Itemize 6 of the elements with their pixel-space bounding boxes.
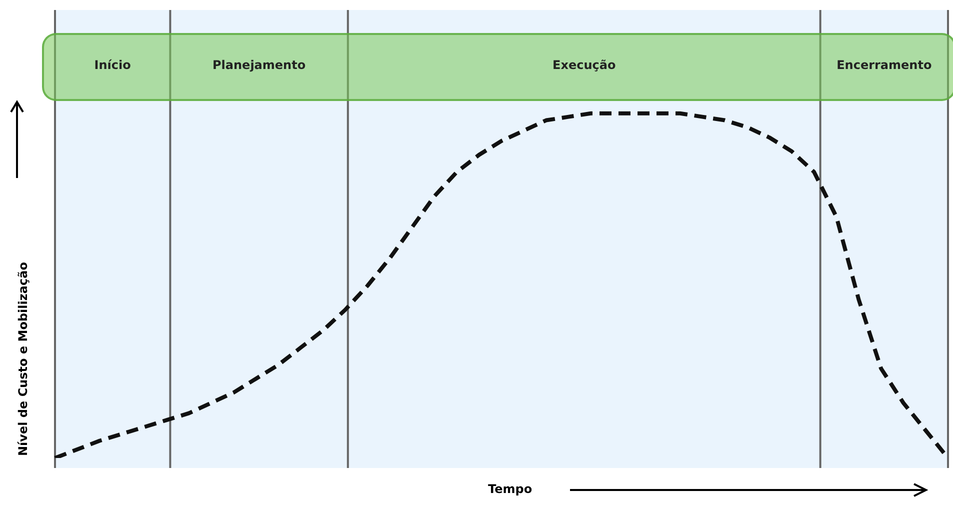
- text: Planejamento: [212, 58, 307, 72]
- x-axis-title: Tempo: [488, 482, 532, 496]
- text: Execução: [552, 58, 617, 72]
- y-axis-title: Nível de Custo e Mobilização: [16, 262, 30, 456]
- text: Encerramento: [836, 58, 933, 72]
- text: Início: [93, 58, 132, 72]
